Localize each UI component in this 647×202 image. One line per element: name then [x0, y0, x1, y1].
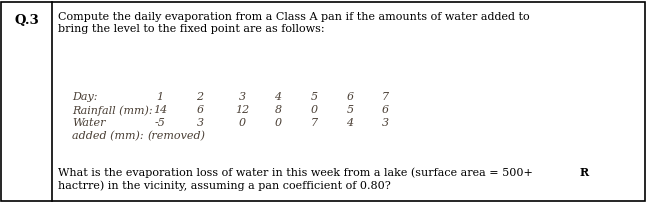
Text: (removed): (removed) [147, 131, 205, 141]
Text: -5: -5 [155, 118, 166, 128]
Text: hactrre) in the vicinity, assuming a pan coefficient of 0.80?: hactrre) in the vicinity, assuming a pan… [58, 180, 391, 190]
Text: Rainfall (mm):: Rainfall (mm): [72, 105, 153, 116]
Text: Water: Water [72, 118, 105, 128]
Text: 7: 7 [382, 92, 389, 102]
Text: 12: 12 [235, 105, 249, 115]
Text: Q.3: Q.3 [15, 14, 39, 27]
Text: 6: 6 [382, 105, 389, 115]
Text: What is the evaporation loss of water in this week from a lake (surface area = 5: What is the evaporation loss of water in… [58, 167, 533, 178]
Text: 5: 5 [311, 92, 318, 102]
Text: 6: 6 [197, 105, 204, 115]
Text: 3: 3 [239, 92, 246, 102]
Text: 4: 4 [274, 92, 281, 102]
Text: added (mm):: added (mm): [72, 131, 144, 141]
Text: 2: 2 [197, 92, 204, 102]
Text: bring the level to the fixed point are as follows:: bring the level to the fixed point are a… [58, 24, 325, 34]
Text: 4: 4 [346, 118, 353, 128]
Text: 3: 3 [382, 118, 389, 128]
Text: Day:: Day: [72, 92, 98, 102]
Text: Compute the daily evaporation from a Class A pan if the amounts of water added t: Compute the daily evaporation from a Cla… [58, 12, 530, 22]
Text: 0: 0 [274, 118, 281, 128]
Text: 1: 1 [157, 92, 164, 102]
Text: 7: 7 [311, 118, 318, 128]
Text: R: R [580, 167, 589, 178]
Text: 0: 0 [239, 118, 246, 128]
Text: 8: 8 [274, 105, 281, 115]
Text: 6: 6 [346, 92, 353, 102]
Text: 3: 3 [197, 118, 204, 128]
Text: 14: 14 [153, 105, 167, 115]
Text: 5: 5 [346, 105, 353, 115]
Text: 0: 0 [311, 105, 318, 115]
